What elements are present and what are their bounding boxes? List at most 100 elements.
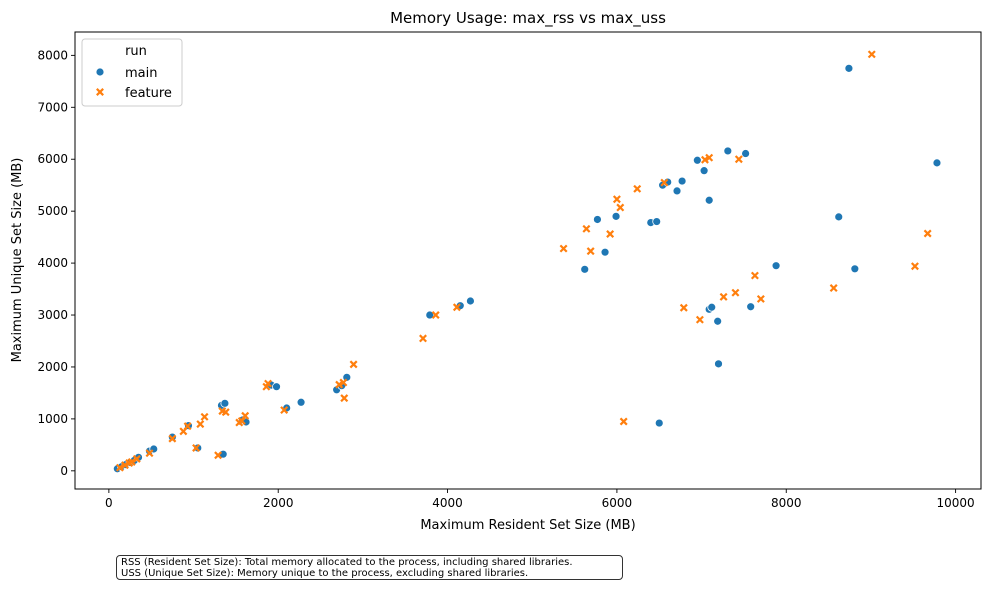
chart-title: Memory Usage: max_rss vs max_uss: [390, 9, 666, 28]
main-point: [932, 158, 942, 168]
y-tick-label: 1000: [37, 412, 68, 426]
main-point: [220, 398, 230, 408]
annotation-uss: USS (Unique Set Size): Memory unique to …: [121, 568, 529, 579]
feature-point: [349, 360, 358, 369]
y-tick-label: 4000: [37, 256, 68, 270]
y-tick-label: 5000: [37, 204, 68, 218]
feature-point: [700, 155, 709, 164]
feature-point: [679, 303, 688, 312]
feature-point: [452, 303, 461, 312]
feature-point: [237, 416, 246, 425]
feature-point: [192, 443, 201, 452]
feature-point: [145, 449, 154, 458]
main-point: [193, 443, 203, 453]
main-point: [654, 418, 664, 428]
main-point: [652, 217, 662, 226]
legend: run main feature: [81, 38, 183, 107]
legend-main-label: main: [125, 66, 157, 81]
feature-point: [734, 155, 743, 164]
feature-point: [829, 284, 838, 293]
y-tick-label: 8000: [37, 48, 68, 62]
main-point: [672, 186, 682, 196]
y-tick-label: 2000: [37, 360, 68, 374]
legend-main-marker: [95, 67, 105, 77]
feature-point: [582, 224, 591, 233]
feature-point: [867, 50, 876, 59]
main-point: [704, 195, 714, 205]
y-tick-label: 7000: [37, 100, 68, 114]
annotation-rss: RSS (Resident Set Size): Total memory al…: [121, 557, 573, 568]
feature-point: [719, 292, 728, 301]
x-tick-label: 10000: [937, 496, 975, 510]
main-point: [771, 261, 781, 271]
feature-point: [695, 315, 704, 324]
feature-point: [183, 422, 192, 431]
y-tick-label: 6000: [37, 152, 68, 166]
feature-point: [559, 244, 568, 253]
y-axis-label: Maximum Unique Set Size (MB): [10, 158, 25, 363]
feature-point: [731, 288, 740, 297]
x-tick-label: 6000: [602, 496, 633, 510]
main-point: [834, 212, 844, 222]
feature-point: [120, 461, 129, 470]
legend-box: [81, 38, 183, 107]
main-point: [741, 149, 751, 158]
main-point: [844, 63, 854, 73]
feature-point: [214, 451, 223, 460]
annotation-box: RSS (Resident Set Size): Total memory al…: [116, 555, 623, 580]
main-point: [713, 316, 723, 326]
feature-point: [280, 406, 289, 415]
feature-point: [335, 380, 344, 389]
main-point: [699, 166, 709, 176]
feature-point: [339, 378, 348, 387]
feature-point: [750, 271, 759, 280]
feature-point: [633, 184, 642, 193]
main-point: [342, 372, 352, 382]
legend-feature-marker: [96, 88, 104, 96]
main-point: [714, 359, 723, 369]
main-point: [593, 215, 602, 224]
main-point: [746, 302, 756, 312]
feature-point: [756, 294, 765, 303]
feature-point: [168, 434, 177, 443]
feature-point: [132, 454, 141, 463]
feature-point: [660, 178, 669, 187]
feature-point: [127, 458, 136, 466]
feature-point: [419, 334, 427, 343]
main-point: [466, 296, 475, 306]
main-point: [425, 310, 435, 320]
x-tick-label: 0: [105, 496, 113, 510]
feature-point: [616, 203, 625, 212]
main-point: [272, 382, 281, 392]
main-point: [611, 211, 621, 221]
x-axis-label: Maximum Resident Set Size (MB): [420, 518, 635, 533]
x-tick-label: 8000: [771, 496, 802, 510]
main-point: [600, 247, 610, 257]
feature-point: [196, 420, 205, 429]
y-tick-label: 3000: [37, 308, 68, 322]
feature-point: [431, 311, 440, 320]
main-point: [580, 264, 590, 274]
legend-feature-label: feature: [125, 86, 172, 101]
feature-point: [619, 417, 628, 426]
x-tick-label: 4000: [432, 496, 463, 510]
feature-point: [241, 411, 250, 420]
y-tick-label: 0: [60, 464, 68, 478]
main-point: [707, 302, 717, 312]
feature-point: [200, 412, 209, 421]
main-point: [723, 146, 733, 156]
main-point: [167, 432, 177, 442]
feature-point: [910, 262, 919, 271]
plot-area: [74, 31, 982, 490]
feature-point: [115, 463, 124, 472]
legend-title: run: [125, 44, 147, 59]
feature-point: [923, 229, 932, 238]
main-point: [296, 397, 306, 407]
main-point: [677, 176, 687, 186]
feature-point: [705, 153, 714, 162]
main-point: [850, 264, 860, 274]
feature-point: [221, 408, 230, 417]
feature-point: [340, 394, 349, 403]
x-tick-label: 2000: [263, 496, 294, 510]
